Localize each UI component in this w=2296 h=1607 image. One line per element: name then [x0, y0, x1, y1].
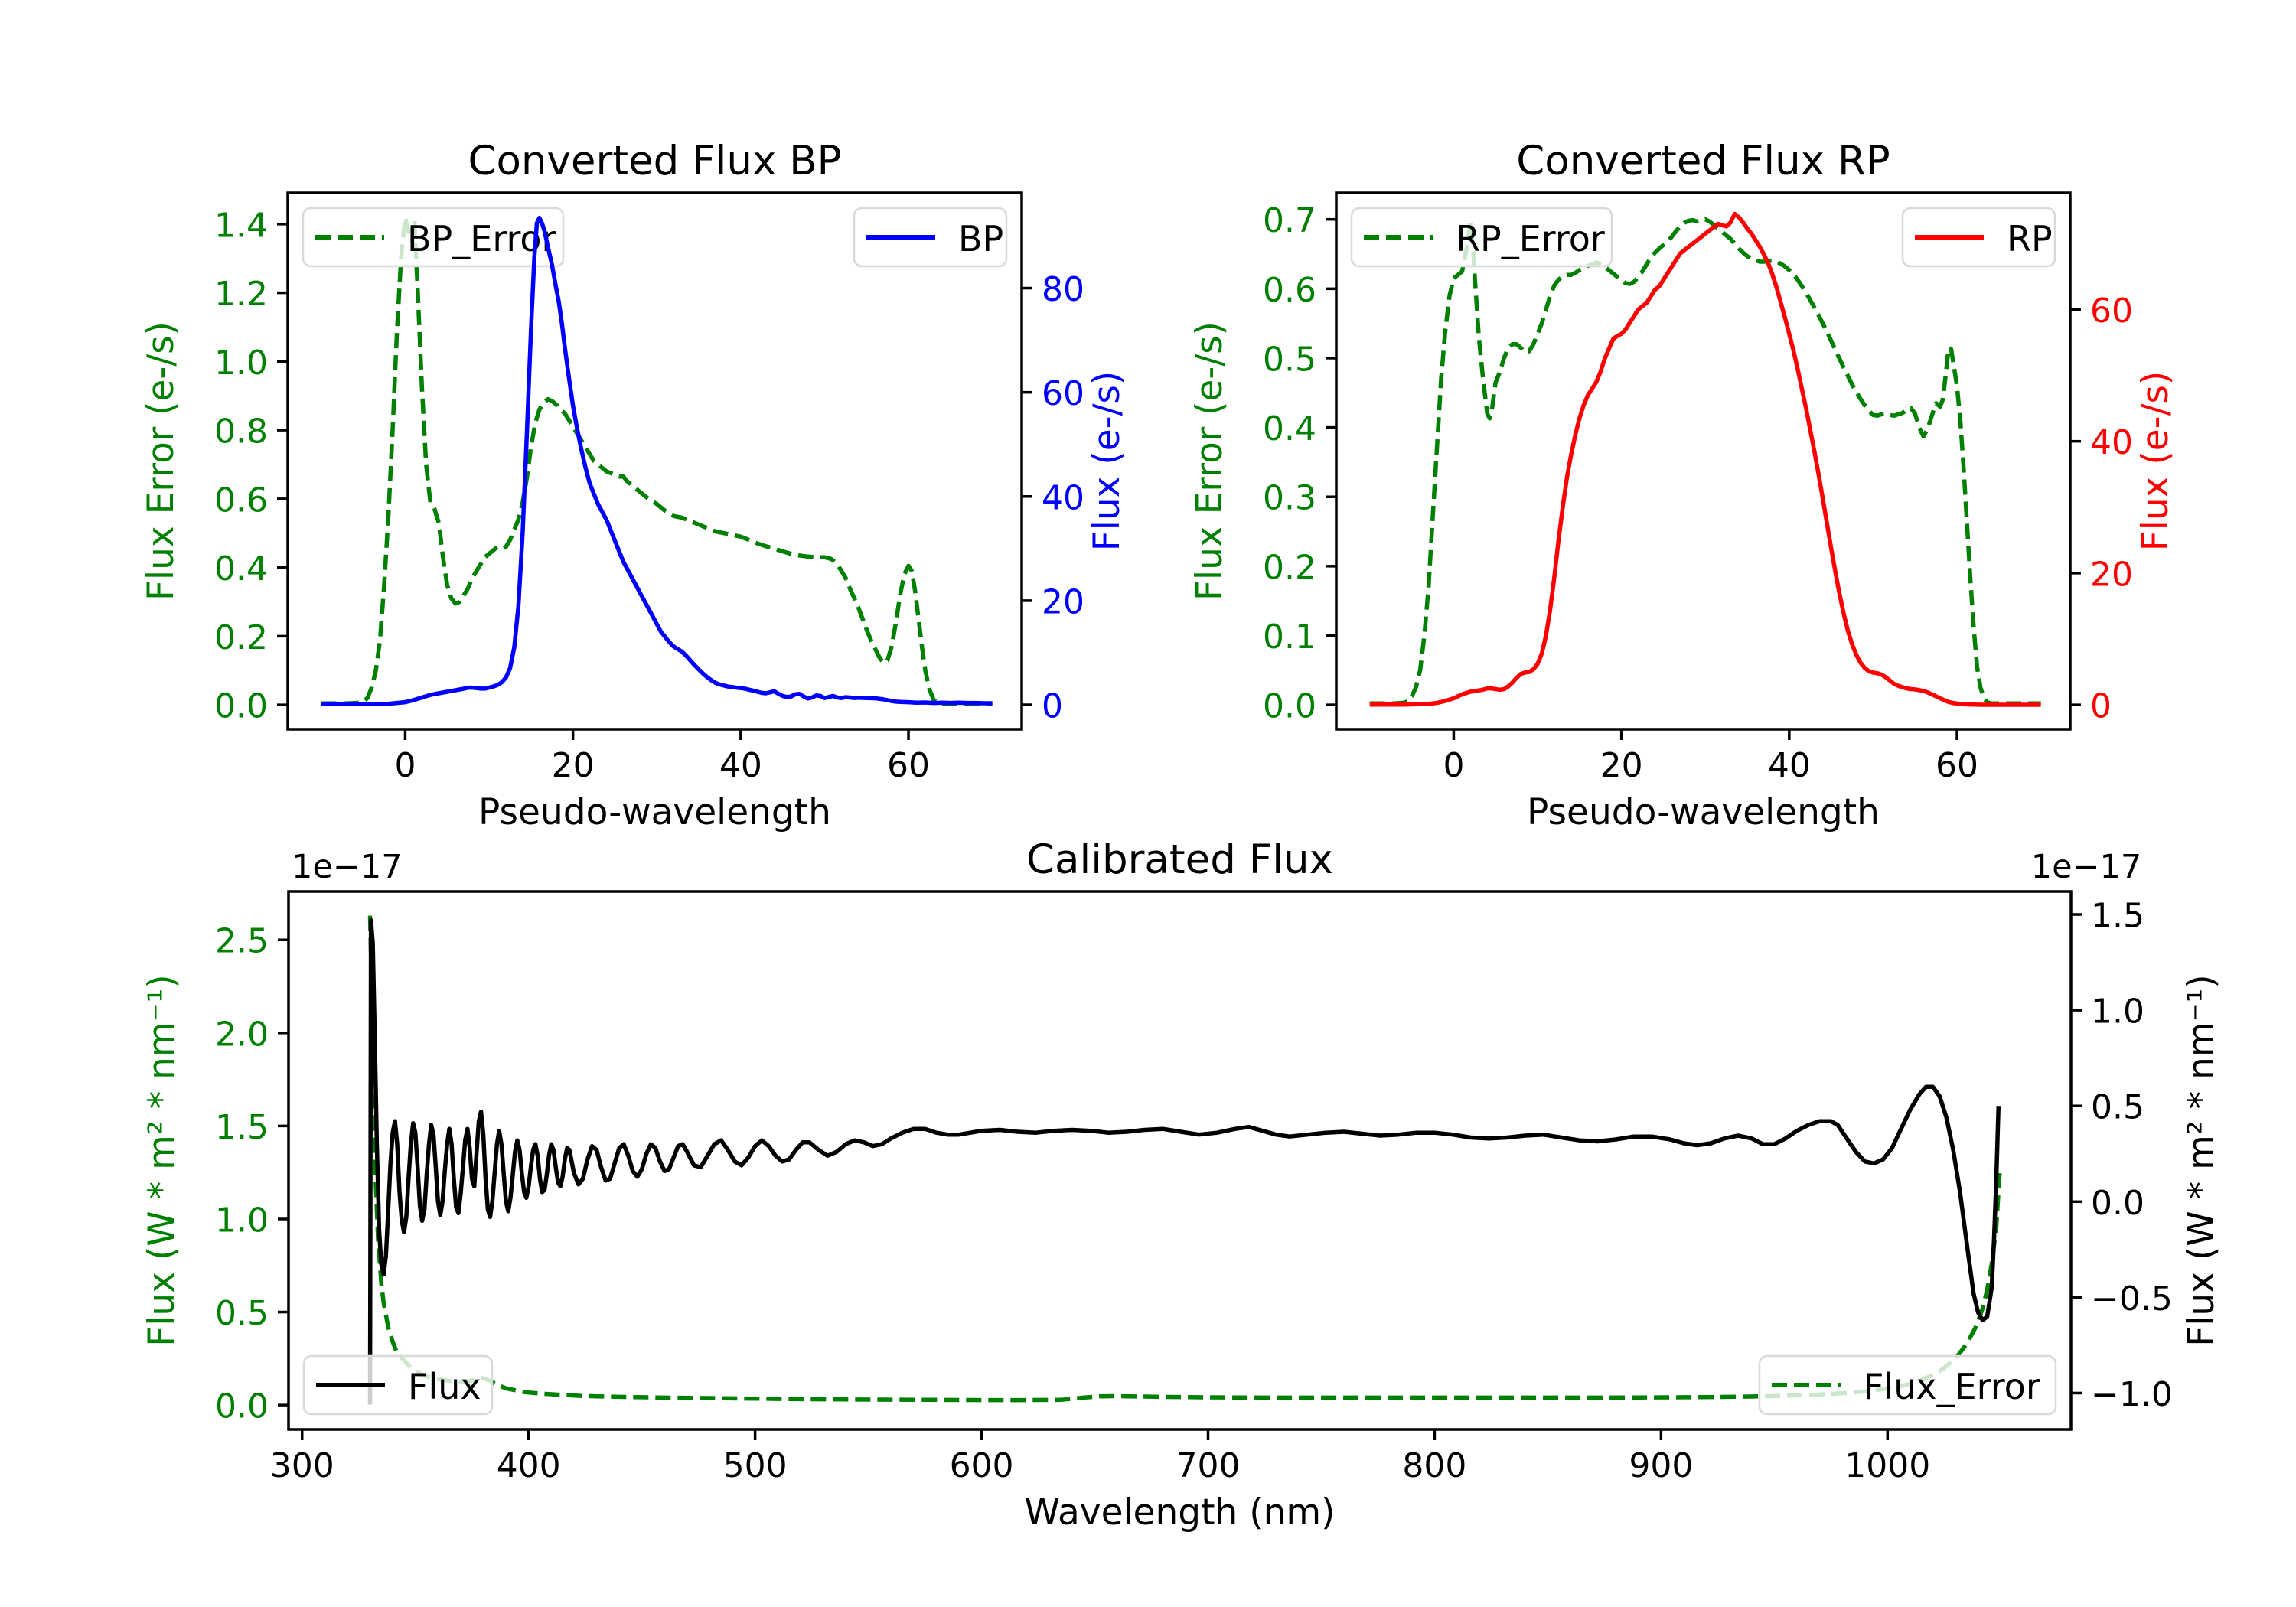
- y-left-offset-text: 1e−17: [292, 848, 403, 886]
- x-axis-label: Wavelength (nm): [1025, 1491, 1336, 1534]
- x-tick-label: 20: [552, 746, 595, 785]
- y-tick-label-left: 0.4: [214, 549, 268, 588]
- legend-label: BP: [958, 218, 1003, 259]
- legend-box: [302, 1354, 494, 1416]
- y-tick-label-left: 0.0: [214, 687, 268, 726]
- x-tick-label: 60: [1936, 746, 1978, 785]
- y-tick-label-left: 1.4: [214, 206, 268, 245]
- y-tick-label-left: 0.1: [1263, 618, 1316, 657]
- y-axis-label-left: Flux Error (e-/s): [140, 321, 182, 601]
- series-rp-line: [1369, 211, 2041, 707]
- chart-converted-flux-rp: RP_Error RP 0 20 40 60 Pseudo-wavelength 0.0 0.1…: [1189, 138, 2177, 833]
- y-tick-label-left: 1.2: [214, 275, 268, 314]
- y-tick-label-right: 20: [1042, 582, 1084, 621]
- legend-box: [1350, 207, 1613, 268]
- y-tick-label-left: 1.0: [214, 344, 268, 383]
- y-tick-label-left: 0.2: [1263, 548, 1316, 587]
- x-tick-label: 0: [1443, 746, 1464, 785]
- y-tick-label-right: 20: [2090, 555, 2133, 594]
- x-tick-label: 400: [497, 1446, 561, 1485]
- y-tick-label-left: 0.7: [1263, 201, 1316, 240]
- x-axis-label: Pseudo-wavelength: [478, 791, 831, 833]
- y-tick-label-left: 0.6: [214, 481, 268, 520]
- y-tick-label-right: −0.5: [2091, 1279, 2173, 1319]
- series-flux-line: [367, 918, 2001, 1405]
- y-tick-label-right: 0.0: [2091, 1184, 2144, 1223]
- chart-title: Calibrated Flux: [1026, 836, 1333, 883]
- chart-title: Converted Flux BP: [468, 138, 842, 184]
- y-tick-label-right: 1.5: [2091, 897, 2144, 936]
- y-tick-label-right: −1.0: [2091, 1375, 2173, 1414]
- y-axis-label-left: Flux (W * m² * nm⁻¹): [141, 974, 183, 1346]
- axes-frame: [1335, 191, 2072, 731]
- legend-label: RP: [2007, 218, 2053, 259]
- y-tick-label-left: 0.5: [1263, 340, 1316, 379]
- chart-calibrated-flux: Flux_Error Flux 300 400 500 600 700 800 900 1000 W…: [141, 836, 2223, 1534]
- y-tick-label-left: 0.3: [1263, 479, 1316, 518]
- y-tick-label-left: 0.0: [1263, 687, 1316, 726]
- x-tick-label: 300: [270, 1446, 334, 1485]
- y-tick-label-right: 1.0: [2091, 993, 2144, 1032]
- x-tick-label: 40: [1768, 746, 1811, 785]
- y-tick-label-left: 2.0: [215, 1015, 269, 1054]
- x-tick-label: 700: [1176, 1446, 1240, 1485]
- legend-label: RP_Error: [1456, 218, 1605, 259]
- legend-label: BP_Error: [407, 218, 556, 259]
- y-tick-label-right: 0.5: [2091, 1088, 2144, 1127]
- y-tick-label-right: 40: [1042, 478, 1084, 517]
- y-tick-label-left: 0.0: [215, 1387, 269, 1426]
- y-tick-label-left: 0.4: [1263, 409, 1316, 448]
- x-axis-label: Pseudo-wavelength: [1527, 791, 1880, 833]
- x-tick-label: 800: [1402, 1446, 1466, 1485]
- x-tick-label: 40: [719, 746, 762, 785]
- x-tick-label: 20: [1600, 746, 1643, 785]
- y-tick-label-left: 1.5: [215, 1108, 269, 1147]
- y-tick-label-left: 2.5: [215, 922, 269, 961]
- y-tick-label-left: 0.2: [214, 618, 268, 657]
- y-tick-label-right: 60: [1042, 374, 1084, 413]
- y-tick-label-right: 40: [2090, 423, 2133, 462]
- chart-converted-flux-bp: BP_Error BP 0 20 40 60 Pseudo-wavelength 0.0 0.2…: [140, 138, 1128, 833]
- y-tick-label-right: 0: [2090, 687, 2112, 726]
- y-tick-label-right: 80: [1042, 270, 1084, 309]
- y-tick-label-right: 60: [2090, 292, 2133, 331]
- y-axis-label-right: Flux (e-/s): [2135, 371, 2177, 552]
- axes-frame: [287, 890, 2073, 1431]
- y-axis-label-left: Flux Error (e-/s): [1189, 321, 1231, 601]
- y-tick-label-left: 1.0: [215, 1201, 269, 1240]
- x-tick-label: 60: [887, 746, 930, 785]
- y-axis-label-right: Flux (e-/s): [1086, 371, 1128, 552]
- series-bp-line: [321, 215, 993, 707]
- x-tick-label: 900: [1629, 1446, 1693, 1485]
- y-tick-label-right: 0: [1042, 687, 1063, 726]
- x-tick-label: 600: [950, 1446, 1014, 1485]
- x-tick-label: 500: [723, 1446, 788, 1485]
- legend-label: Flux_Error: [1864, 1366, 2040, 1407]
- x-tick-label: 0: [394, 746, 416, 785]
- chart-title: Converted Flux RP: [1516, 138, 1890, 184]
- y-tick-label-left: 0.8: [214, 412, 268, 451]
- x-tick-label: 1000: [1844, 1446, 1930, 1485]
- legend-label: Flux: [408, 1366, 481, 1407]
- legend-box: [1758, 1354, 2057, 1416]
- series-bp_error-line: [321, 215, 993, 706]
- y-axis-label-right: Flux (W * m² * nm⁻¹): [2180, 974, 2223, 1346]
- axes-frame: [286, 191, 1023, 731]
- y-tick-label-left: 0.5: [215, 1294, 269, 1333]
- y-tick-label-left: 0.6: [1263, 271, 1316, 310]
- y-right-offset-text: 1e−17: [2031, 848, 2142, 886]
- series-rp_error-line: [1369, 217, 2041, 706]
- legend-box: [302, 207, 565, 268]
